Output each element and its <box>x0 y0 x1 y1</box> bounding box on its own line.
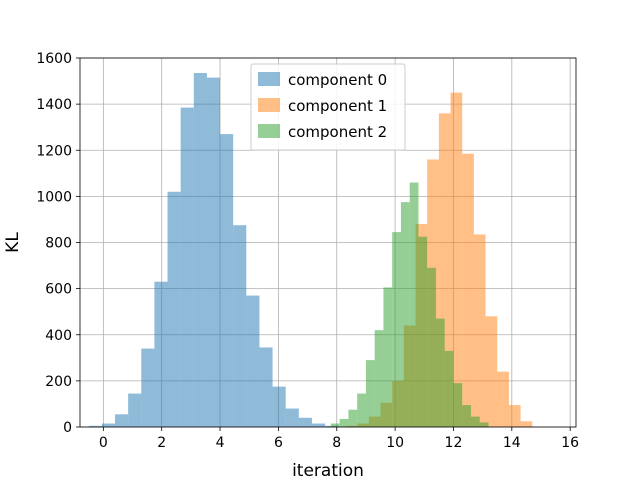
histogram-bar <box>418 236 428 427</box>
legend: component 0 component 1 component 2 <box>250 63 406 151</box>
histogram-bar <box>400 202 410 427</box>
histogram-bar <box>167 191 181 427</box>
histogram-bar <box>128 393 142 427</box>
histogram-bar <box>339 418 349 427</box>
x-tick-label: 0 <box>99 435 108 451</box>
histogram-bar <box>438 113 451 427</box>
y-tick-label: 400 <box>45 328 72 344</box>
y-tick-label: 0 <box>63 420 72 436</box>
legend-box <box>250 63 406 151</box>
histogram-bar <box>259 347 273 427</box>
x-tick-label: 4 <box>216 435 225 451</box>
legend-swatch <box>258 72 280 86</box>
histogram-bar <box>453 383 463 427</box>
y-tick-label: 1600 <box>36 51 72 67</box>
histogram-bar <box>154 281 168 427</box>
series-2-bars <box>330 182 489 427</box>
histogram-bars <box>88 72 533 428</box>
histogram-bar <box>462 405 471 427</box>
legend-label: component 2 <box>288 123 387 141</box>
histogram-bar <box>330 423 340 427</box>
histogram-bar <box>435 318 445 427</box>
histogram-bar <box>473 234 486 427</box>
histogram-bar <box>479 422 489 427</box>
legend-swatch <box>258 98 280 112</box>
histogram-bar <box>101 423 116 427</box>
histogram-bar <box>450 92 463 427</box>
histogram-bar <box>462 153 474 427</box>
y-axis-ticks: 0 200 400 600 800 1000 1200 1400 1600 <box>36 51 80 436</box>
x-axis-label: iteration <box>292 461 364 480</box>
histogram-bar <box>374 330 384 427</box>
histogram-bar <box>180 107 194 427</box>
histogram-bar <box>409 182 419 427</box>
x-tick-label: 2 <box>157 435 166 451</box>
histogram-bar <box>485 316 498 427</box>
series-0-bars <box>88 72 339 428</box>
histogram-bar <box>520 421 533 427</box>
histogram-bar <box>444 350 454 427</box>
y-tick-label: 600 <box>45 282 72 298</box>
y-tick-label: 1200 <box>36 143 72 159</box>
histogram-bar <box>272 386 286 427</box>
legend-swatch <box>258 124 280 138</box>
histogram-bar <box>88 425 102 427</box>
legend-label: component 0 <box>288 71 387 89</box>
histogram-bar <box>427 267 436 427</box>
histogram-bar <box>365 360 375 427</box>
y-axis-label: KL <box>3 232 23 253</box>
histogram-bar <box>508 405 521 427</box>
histogram-bar <box>285 408 299 427</box>
histogram-bar <box>311 423 326 427</box>
x-axis-ticks: 0 2 4 6 8 10 12 14 16 <box>99 427 579 451</box>
histogram-bar <box>233 225 247 427</box>
histogram-bar <box>193 72 207 427</box>
histogram-bar <box>392 232 401 427</box>
histogram-bar <box>206 77 221 428</box>
histogram-bar <box>298 417 312 427</box>
histogram-bar <box>141 348 155 427</box>
y-tick-label: 800 <box>45 236 72 252</box>
x-tick-label: 16 <box>561 435 579 451</box>
y-tick-label: 1400 <box>36 97 72 113</box>
histogram-bar <box>497 371 509 427</box>
histogram-bar <box>115 414 129 427</box>
legend-label: component 1 <box>288 97 387 115</box>
y-tick-label: 1000 <box>36 189 72 205</box>
histogram-bar <box>357 393 366 427</box>
histogram-bar <box>246 295 260 427</box>
histogram-bar <box>383 287 393 427</box>
histogram-bar <box>470 416 480 427</box>
histogram-bar <box>348 409 358 427</box>
x-tick-label: 12 <box>445 435 463 451</box>
y-tick-label: 200 <box>45 374 72 390</box>
x-tick-label: 8 <box>332 435 341 451</box>
x-tick-label: 10 <box>386 435 404 451</box>
x-tick-label: 6 <box>274 435 283 451</box>
histogram-bar <box>220 134 234 427</box>
x-tick-label: 14 <box>503 435 521 451</box>
